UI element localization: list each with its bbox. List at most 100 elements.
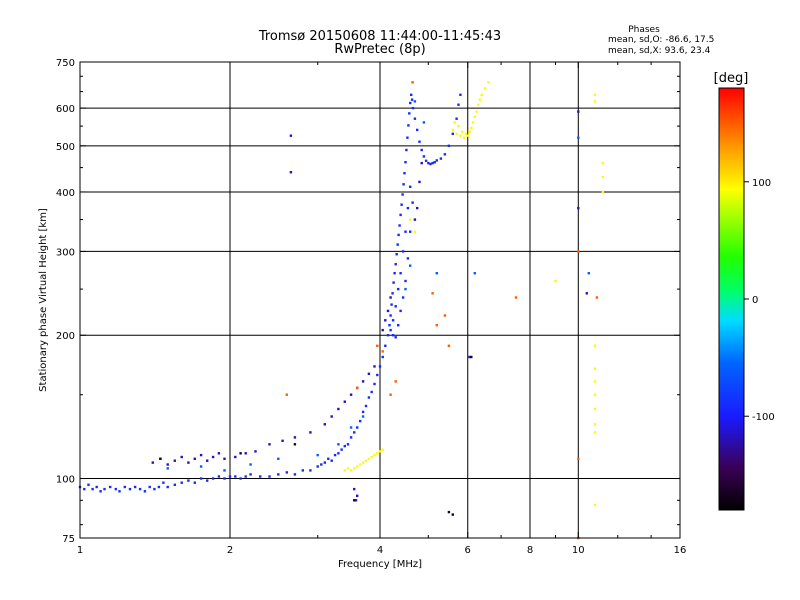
data-point (394, 305, 397, 308)
data-point (457, 103, 460, 106)
axis-ticks: 1 2 4 6 8 10 16 75 100 200 300 400 500 600 750 (56, 58, 686, 556)
data-point (587, 272, 590, 275)
data-point (309, 431, 312, 434)
data-point (409, 264, 412, 267)
data-point (401, 193, 404, 196)
data-point (447, 144, 451, 147)
data-point (346, 443, 350, 446)
data-point (211, 455, 215, 459)
data-point (118, 490, 121, 493)
data-point (470, 355, 473, 359)
data-point (193, 457, 196, 460)
data-point (249, 473, 252, 476)
data-point (180, 455, 183, 459)
data-point (470, 126, 473, 130)
data-point (354, 499, 358, 502)
data-point (316, 453, 319, 457)
data-point (244, 475, 247, 478)
data-point (376, 452, 379, 455)
data-point (389, 296, 392, 299)
data-point (228, 475, 232, 478)
y-tick-label: 300 (56, 247, 75, 258)
data-point (389, 314, 392, 317)
data-point (343, 400, 346, 403)
data-point (381, 355, 384, 359)
data-point (343, 469, 346, 472)
data-point (477, 103, 480, 106)
data-point (337, 452, 340, 455)
phase-stats-o: mean, sd,O: -86.6, 17.5 (608, 35, 714, 45)
data-point (239, 477, 242, 480)
data-point (173, 483, 176, 486)
data-point (411, 106, 415, 110)
data-point (151, 461, 154, 464)
data-point (223, 477, 226, 480)
data-point (401, 296, 405, 299)
data-point (367, 396, 371, 399)
data-point (431, 292, 434, 295)
data-point (166, 485, 169, 489)
data-point (399, 309, 402, 313)
data-point (427, 161, 430, 165)
data-point (455, 117, 458, 120)
data-point (361, 461, 365, 464)
data-point (593, 393, 597, 396)
data-point (399, 213, 402, 217)
data-point (138, 487, 142, 491)
data-point (391, 334, 395, 337)
data-point (320, 463, 323, 466)
data-point (244, 452, 247, 455)
data-point (416, 206, 419, 210)
data-point (577, 136, 580, 139)
data-point (390, 303, 393, 306)
x-tick-label: 2 (227, 545, 233, 556)
x-tick-label: 16 (674, 545, 687, 556)
data-point (461, 130, 464, 133)
data-point (514, 296, 518, 299)
data-point (254, 450, 257, 453)
data-point (343, 444, 346, 448)
data-point (159, 457, 162, 460)
data-point (166, 467, 169, 470)
data-point (103, 487, 106, 491)
data-point (410, 98, 414, 101)
data-point (459, 93, 462, 96)
x-tick-label: 10 (572, 545, 585, 556)
chart-subtitle: RwPretec (8p) (334, 42, 425, 57)
data-point (422, 121, 426, 124)
data-point (91, 487, 94, 491)
data-point (593, 431, 597, 434)
data-point (259, 475, 262, 478)
data-point (424, 159, 428, 162)
colorbar-tick-label: 100 (752, 178, 771, 189)
data-point (353, 499, 356, 502)
data-point (162, 481, 165, 484)
data-point (268, 475, 271, 478)
data-point (128, 487, 132, 491)
data-point (447, 344, 451, 347)
data-point (346, 467, 350, 470)
x-tick-label: 1 (77, 545, 83, 556)
colorbar (718, 87, 745, 511)
data-point (249, 463, 252, 466)
data-point (353, 431, 356, 434)
data-point (389, 328, 392, 332)
data-point (353, 467, 356, 470)
data-point (367, 372, 371, 375)
data-point (373, 382, 376, 386)
data-point (293, 436, 297, 439)
data-point (109, 485, 112, 489)
data-point (443, 314, 447, 317)
data-point (601, 161, 604, 165)
data-point (401, 250, 405, 253)
data-point (483, 87, 487, 90)
phase-stats-heading: Phases (628, 25, 660, 35)
data-point (593, 423, 597, 426)
data-point (391, 319, 395, 322)
data-point (316, 465, 319, 468)
data-point (234, 475, 237, 478)
data-point (323, 461, 326, 464)
data-point (394, 263, 397, 266)
data-point (585, 292, 588, 295)
